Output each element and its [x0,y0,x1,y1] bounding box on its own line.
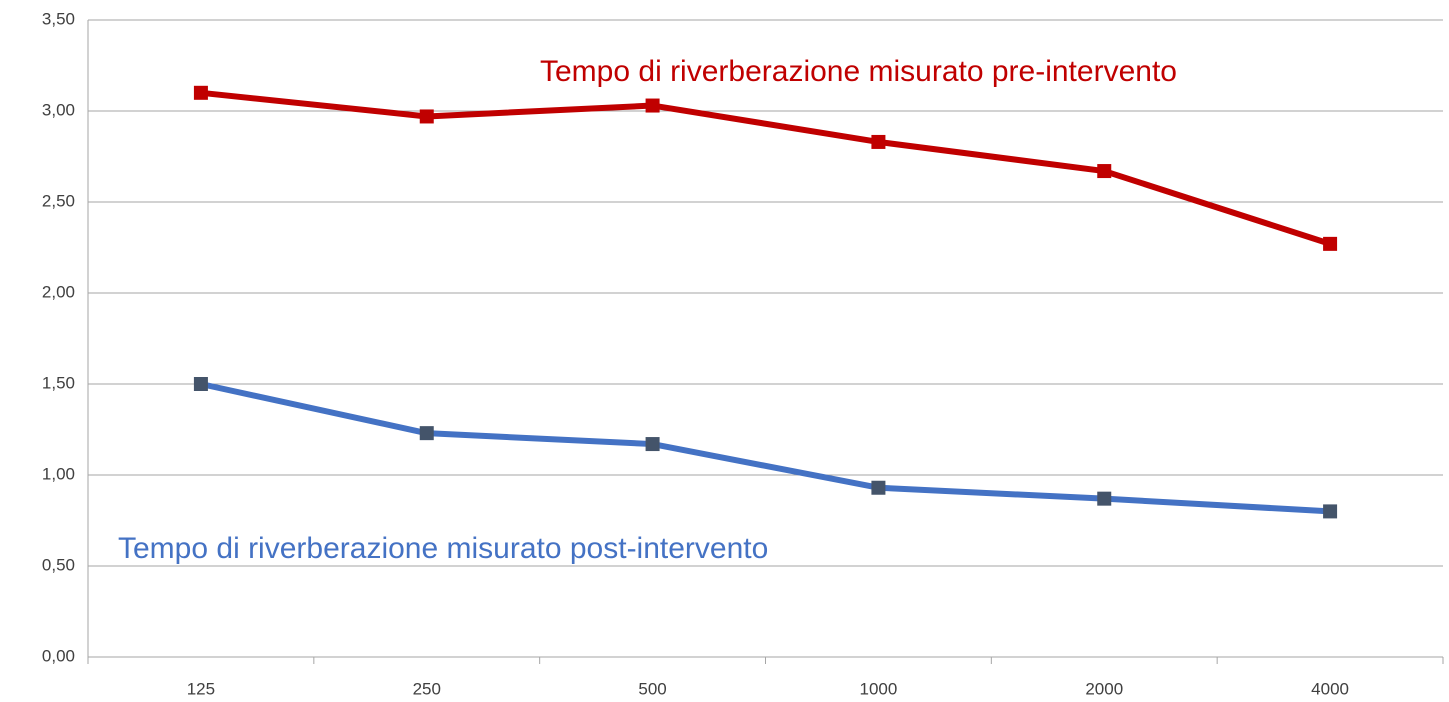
y-tick-label: 0,50 [42,555,75,574]
x-tick-label: 2000 [1085,679,1123,698]
y-tick-label: 2,00 [42,282,75,301]
marker [871,480,886,495]
y-tick-label: 0,00 [42,646,75,665]
marker [645,98,660,113]
marker [1323,504,1338,519]
marker [645,437,660,452]
series-label: Tempo di riverberazione misurato pre-int… [540,55,1177,88]
x-tick-label: 4000 [1311,679,1349,698]
marker [1323,236,1338,251]
x-tick-label: 125 [187,679,215,698]
x-tick-label: 500 [638,679,666,698]
marker [1097,164,1112,179]
marker [193,377,208,391]
y-tick-label: 2,50 [42,191,75,210]
marker [193,85,208,100]
y-tick-label: 3,00 [42,100,75,119]
series-line [200,89,1332,247]
x-tick-label: 250 [413,679,441,698]
marker [419,109,434,124]
marker [1097,491,1112,506]
series-line [200,381,1331,515]
marker [871,134,886,149]
y-tick-label: 1,00 [42,464,75,483]
x-tick-label: 1000 [860,679,898,698]
y-tick-label: 3,50 [42,9,75,28]
marker [419,426,434,441]
y-tick-label: 1,50 [42,373,75,392]
series-label: Tempo di riverberazione misurato post-in… [118,532,768,565]
